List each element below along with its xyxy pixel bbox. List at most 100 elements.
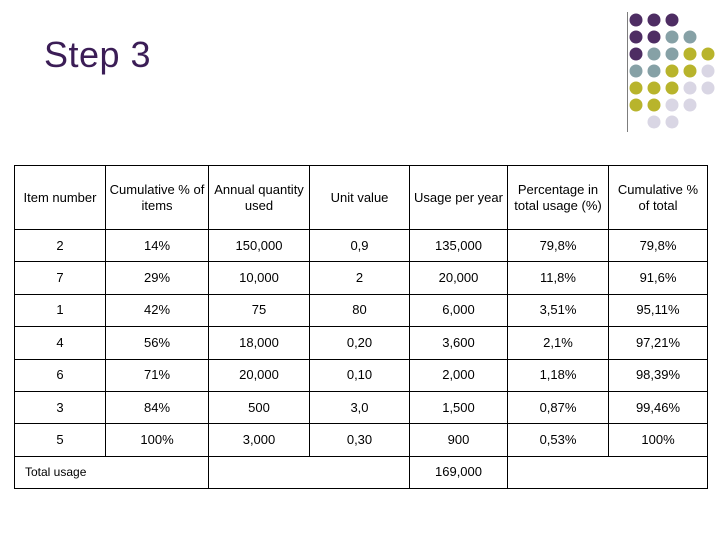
dot — [665, 81, 679, 95]
dot — [629, 98, 643, 112]
cell: 0,10 — [309, 358, 410, 392]
vertical-rule — [627, 12, 628, 132]
cell: 95,11% — [608, 293, 708, 328]
dot — [701, 81, 715, 95]
cell: 100% — [608, 423, 708, 457]
cell: 71% — [105, 358, 209, 392]
dot — [629, 13, 643, 27]
dot — [665, 13, 679, 27]
header-item-number: Item number — [14, 165, 106, 230]
cell: 6 — [14, 358, 106, 392]
cell: 20,000 — [208, 358, 310, 392]
cell: 3 — [14, 390, 106, 425]
dot — [683, 98, 697, 112]
cell: 80 — [309, 293, 410, 328]
empty-cell — [507, 455, 708, 490]
dot — [683, 64, 697, 78]
cell: 99,46% — [608, 390, 708, 425]
abc-analysis-table: Item number Cumulative % of items Annual… — [14, 165, 708, 490]
slide-title: Step 3 — [44, 34, 152, 75]
cell: 42% — [105, 293, 209, 328]
total-usage-value: 169,000 — [409, 455, 508, 490]
cell: 1 — [14, 293, 106, 328]
table-row: 4 56% 18,000 0,20 3,600 2,1% 97,21% — [14, 326, 708, 360]
dot — [665, 115, 679, 129]
empty-cell — [208, 455, 410, 490]
cell: 0,53% — [507, 423, 609, 457]
table-row: 5 100% 3,000 0,30 900 0,53% 100% — [14, 423, 708, 457]
cell: 18,000 — [208, 326, 310, 360]
cell: 3,000 — [208, 423, 310, 457]
cell: 20,000 — [409, 261, 508, 295]
table-row: 1 42% 75 80 6,000 3,51% 95,11% — [14, 293, 708, 328]
dot — [683, 30, 697, 44]
cell: 97,21% — [608, 326, 708, 360]
cell: 150,000 — [208, 228, 310, 263]
dot — [629, 47, 643, 61]
cell: 2 — [309, 261, 410, 295]
cell: 4 — [14, 326, 106, 360]
cell: 2,1% — [507, 326, 609, 360]
cell: 500 — [208, 390, 310, 425]
cell: 75 — [208, 293, 310, 328]
dot — [647, 47, 661, 61]
dot — [701, 47, 715, 61]
cell: 135,000 — [409, 228, 508, 263]
cell: 0,30 — [309, 423, 410, 457]
table-header-row: Item number Cumulative % of items Annual… — [14, 165, 708, 230]
dot — [647, 64, 661, 78]
header-annual-quantity: Annual quantity used — [208, 165, 310, 230]
dot — [647, 81, 661, 95]
cell: 6,000 — [409, 293, 508, 328]
dot — [647, 115, 661, 129]
cell: 0,9 — [309, 228, 410, 263]
header-percentage-total: Percentage in total usage (%) — [507, 165, 609, 230]
dot — [647, 30, 661, 44]
cell: 3,51% — [507, 293, 609, 328]
cell: 10,000 — [208, 261, 310, 295]
header-unit-value: Unit value — [309, 165, 410, 230]
cell: 2,000 — [409, 358, 508, 392]
header-cumulative-items: Cumulative % of items — [105, 165, 209, 230]
dot — [665, 30, 679, 44]
table-row: 3 84% 500 3,0 1,500 0,87% 99,46% — [14, 390, 708, 425]
cell: 91,6% — [608, 261, 708, 295]
dot — [701, 64, 715, 78]
cell: 900 — [409, 423, 508, 457]
cell: 84% — [105, 390, 209, 425]
cell: 3,600 — [409, 326, 508, 360]
dot — [629, 64, 643, 78]
cell: 79,8% — [608, 228, 708, 263]
dot — [665, 47, 679, 61]
dot — [629, 81, 643, 95]
cell: 3,0 — [309, 390, 410, 425]
cell: 1,18% — [507, 358, 609, 392]
header-usage-per-year: Usage per year — [409, 165, 508, 230]
cell: 100% — [105, 423, 209, 457]
cell: 7 — [14, 261, 106, 295]
dot — [629, 30, 643, 44]
decorative-dot-grid — [629, 13, 715, 129]
cell: 0,20 — [309, 326, 410, 360]
table-row: 2 14% 150,000 0,9 135,000 79,8% 79,8% — [14, 228, 708, 263]
cell: 1,500 — [409, 390, 508, 425]
table-row: 6 71% 20,000 0,10 2,000 1,18% 98,39% — [14, 358, 708, 392]
cell: 98,39% — [608, 358, 708, 392]
header-cumulative-total: Cumulative % of total — [608, 165, 708, 230]
dot — [647, 98, 661, 112]
dot — [665, 98, 679, 112]
cell: 79,8% — [507, 228, 609, 263]
cell: 29% — [105, 261, 209, 295]
table-row: 7 29% 10,000 2 20,000 11,8% 91,6% — [14, 261, 708, 295]
cell: 2 — [14, 228, 106, 263]
total-usage-label: Total usage — [14, 455, 209, 490]
cell: 14% — [105, 228, 209, 263]
cell: 11,8% — [507, 261, 609, 295]
total-row: Total usage 169,000 — [14, 455, 708, 490]
dot — [647, 13, 661, 27]
cell: 5 — [14, 423, 106, 457]
cell: 56% — [105, 326, 209, 360]
dot — [683, 81, 697, 95]
dot — [665, 64, 679, 78]
dot — [683, 47, 697, 61]
